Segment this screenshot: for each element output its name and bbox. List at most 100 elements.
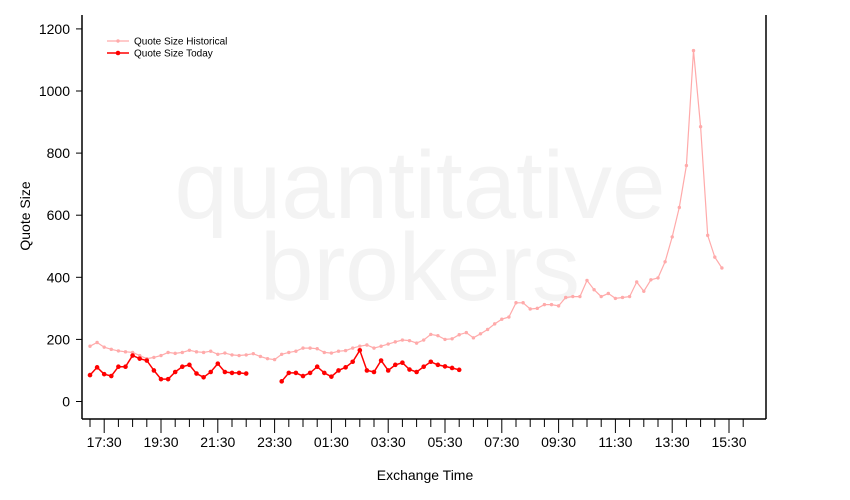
data-point-historical [684, 163, 689, 168]
data-point-historical [95, 340, 99, 345]
x-tick-label: 17:30 [87, 434, 122, 450]
data-point-today [343, 365, 348, 370]
data-point-historical [187, 348, 192, 352]
data-point-today [137, 356, 142, 361]
data-point-today [350, 359, 356, 365]
data-point-historical [258, 354, 263, 359]
data-point-historical [237, 353, 241, 358]
data-point-historical [400, 338, 405, 342]
data-point-today [336, 368, 341, 373]
data-point-historical [152, 355, 156, 360]
data-point-historical [556, 304, 561, 308]
data-point-historical [414, 341, 419, 345]
data-point-historical [691, 48, 696, 53]
data-point-historical [564, 295, 568, 300]
y-tick-label: 200 [47, 331, 71, 347]
data-point-today [286, 370, 292, 376]
data-point-historical [571, 294, 575, 299]
x-tick-label: 09:30 [541, 434, 576, 450]
x-tick-label: 21:30 [200, 434, 235, 450]
data-point-historical [500, 317, 504, 321]
data-point-historical [322, 350, 326, 355]
data-point-today [307, 370, 313, 376]
legend-marker-historical [116, 39, 120, 43]
data-point-historical [393, 340, 397, 344]
data-point-today [449, 365, 455, 371]
data-point-historical [649, 278, 653, 282]
data-point-historical [713, 255, 717, 259]
y-tick-label: 1000 [39, 83, 70, 99]
data-point-historical [698, 125, 703, 129]
x-tick-label: 01:30 [314, 434, 349, 450]
data-point-today [357, 347, 363, 353]
watermark: quantitative brokers [174, 132, 665, 321]
data-point-today [222, 369, 228, 375]
data-point-today [243, 371, 249, 376]
y-tick-label: 600 [47, 207, 71, 223]
legend-marker-today [115, 50, 121, 56]
data-point-historical [407, 338, 412, 343]
data-point-today [172, 369, 178, 375]
data-point-historical [251, 351, 255, 356]
data-point-today [385, 368, 391, 373]
data-point-historical [209, 349, 213, 353]
data-point-historical [542, 302, 547, 307]
data-point-historical [365, 343, 369, 347]
data-point-historical [336, 349, 341, 353]
data-point-today [201, 374, 206, 380]
data-point-historical [663, 260, 667, 264]
data-point-today [187, 362, 192, 368]
x-tick-label: 05:30 [427, 434, 462, 450]
data-point-today [215, 361, 221, 366]
data-point-historical [457, 333, 461, 337]
data-point-today [151, 368, 157, 373]
data-point-historical [471, 336, 476, 340]
data-point-historical [627, 294, 632, 299]
data-point-historical [173, 351, 177, 356]
data-point-historical [606, 291, 610, 296]
data-point-today [428, 359, 434, 365]
data-point-historical [635, 280, 639, 284]
series-line-today [281, 348, 460, 382]
data-point-historical [706, 233, 710, 238]
data-point-today [130, 353, 135, 358]
data-point-historical [244, 353, 248, 357]
data-point-historical [478, 332, 483, 336]
data-point-today [194, 371, 199, 376]
data-point-historical [599, 294, 603, 299]
data-point-historical [116, 349, 121, 353]
data-point-today [393, 362, 398, 368]
data-point-historical [386, 342, 390, 346]
data-point-today [229, 370, 235, 376]
legend-label-historical: Quote Size Historical [134, 37, 227, 48]
x-axis-ticks: 17:30 19:30 21:30 23:30 01:30 03:30 05:30 07:30… [87, 419, 747, 450]
y-tick-label: 1200 [39, 21, 70, 37]
data-point-historical [280, 352, 284, 357]
data-point-today [180, 364, 185, 370]
data-point-historical [429, 332, 433, 337]
data-point-today [371, 369, 377, 375]
data-point-today [407, 367, 412, 372]
data-point-historical [109, 347, 114, 352]
data-point-historical [535, 306, 539, 311]
data-point-historical [677, 205, 681, 210]
data-point-historical [123, 350, 128, 354]
data-point-today [300, 373, 306, 379]
data-point-historical [358, 344, 362, 348]
data-point-historical [485, 327, 490, 332]
data-point-today [378, 358, 384, 363]
data-point-today [208, 369, 213, 375]
data-point-historical [216, 352, 220, 357]
data-point-today [400, 360, 405, 365]
data-point-today [109, 373, 114, 379]
data-point-historical [720, 266, 724, 270]
data-point-historical [443, 337, 447, 342]
data-point-historical [159, 353, 163, 358]
data-point-historical [230, 353, 234, 357]
series-historical [88, 48, 724, 362]
data-point-today [435, 362, 441, 368]
data-point-historical [670, 235, 674, 239]
data-point-historical [308, 346, 312, 350]
data-point-today [456, 367, 462, 373]
y-axis-title: Quote Size [17, 181, 33, 250]
